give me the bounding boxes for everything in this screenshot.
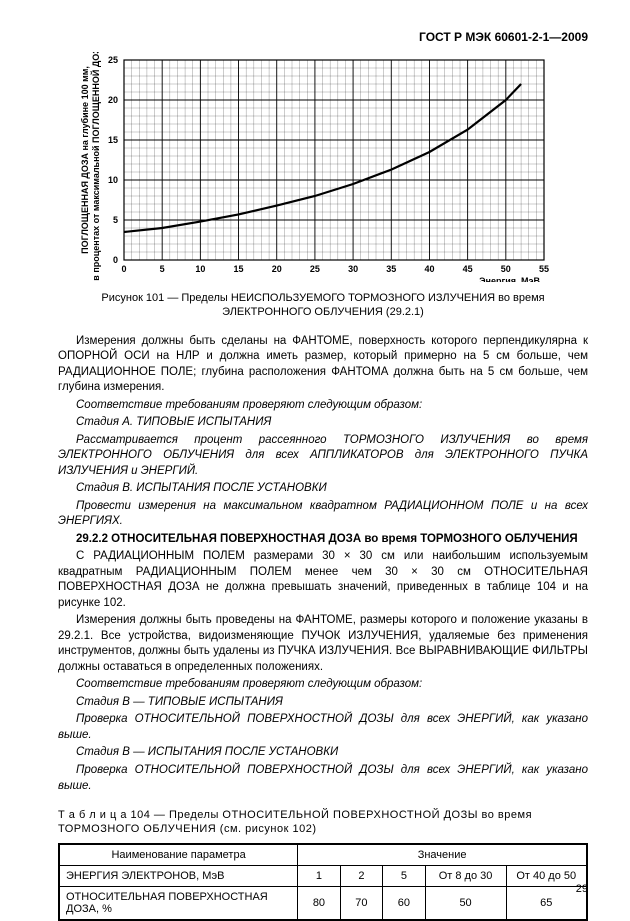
svg-text:25: 25 <box>310 264 320 274</box>
table-header-param: Наименование параметра <box>59 844 298 866</box>
paragraph: С РАДИАЦИОННЫМ ПОЛЕМ размерами 30 × 30 с… <box>58 549 588 611</box>
svg-text:ПОГЛОЩЕННАЯ ДОЗА на глубине 10: ПОГЛОЩЕННАЯ ДОЗА на глубине 100 мм,в про… <box>80 52 101 281</box>
chart-svg: 0 5 10 15 20 25 30 35 40 45 50 55 0 5 10 15 20 25 Энергия,… <box>76 52 556 282</box>
table-row-label: ОТНОСИТЕЛЬНАЯ ПОВЕРХНОСТНАЯ ДОЗА, % <box>59 886 298 920</box>
paragraph: Стадия В. ИСПЫТАНИЯ ПОСЛЕ УСТАНОВКИ <box>58 481 588 497</box>
svg-text:Энергия, МэВ: Энергия, МэВ <box>479 276 540 282</box>
page: ГОСТ Р МЭК 60601-2-1—2009 05101520253035… <box>0 0 630 913</box>
section-title: 29.2.2 ОТНОСИТЕЛЬНАЯ ПОВЕРХНОСТНАЯ ДОЗА … <box>58 532 588 548</box>
svg-text:30: 30 <box>348 264 358 274</box>
svg-text:20: 20 <box>108 95 118 105</box>
figure-caption: Рисунок 101 — Пределы НЕИСПОЛЬЗУЕМОГО ТО… <box>78 291 568 320</box>
table-cell: 80 <box>298 886 340 920</box>
data-table: Наименование параметра Значение ЭНЕРГИЯ … <box>58 843 588 921</box>
svg-text:45: 45 <box>463 264 473 274</box>
standard-header: ГОСТ Р МЭК 60601-2-1—2009 <box>58 30 588 44</box>
svg-text:50: 50 <box>501 264 511 274</box>
svg-text:0: 0 <box>121 264 126 274</box>
svg-text:10: 10 <box>195 264 205 274</box>
svg-text:40: 40 <box>424 264 434 274</box>
paragraph: Измерения должны быть сделаны на ФАНТОМЕ… <box>58 334 588 396</box>
table-row-label: ЭНЕРГИЯ ЭЛЕКТРОНОВ, МэВ <box>59 865 298 886</box>
svg-text:5: 5 <box>160 264 165 274</box>
chart-container: 0 5 10 15 20 25 30 35 40 45 50 55 0 5 10 15 20 25 Энергия,… <box>76 52 588 285</box>
table-header-value: Значение <box>298 844 587 866</box>
paragraph: Соответствие требованиям проверяют следу… <box>58 398 588 414</box>
svg-text:35: 35 <box>386 264 396 274</box>
paragraph: Измерения должны быть проведены на ФАНТО… <box>58 613 588 675</box>
svg-text:5: 5 <box>113 215 118 225</box>
paragraph: Проверка ОТНОСИТЕЛЬНОЙ ПОВЕРХНОСТНОЙ ДОЗ… <box>58 712 588 743</box>
table-cell: 2 <box>340 865 382 886</box>
svg-text:55: 55 <box>539 264 549 274</box>
paragraph: Стадия В — ТИПОВЫЕ ИСПЫТАНИЯ <box>58 695 588 711</box>
table-cell: 1 <box>298 865 340 886</box>
svg-text:15: 15 <box>234 264 244 274</box>
paragraph: Проверка ОТНОСИТЕЛЬНОЙ ПОВЕРХНОСТНОЙ ДОЗ… <box>58 763 588 794</box>
table-cell: 50 <box>425 886 506 920</box>
svg-text:10: 10 <box>108 175 118 185</box>
table-cell: 70 <box>340 886 382 920</box>
page-number: 29 <box>576 883 588 895</box>
body-text: Измерения должны быть сделаны на ФАНТОМЕ… <box>58 334 588 794</box>
table-cell: 60 <box>383 886 425 920</box>
svg-text:25: 25 <box>108 55 118 65</box>
paragraph: Рассматривается процент рассеянного ТОРМ… <box>58 433 588 480</box>
svg-text:0: 0 <box>113 255 118 265</box>
svg-text:20: 20 <box>272 264 282 274</box>
svg-text:15: 15 <box>108 135 118 145</box>
table-cell: 5 <box>383 865 425 886</box>
paragraph: Стадия В — ИСПЫТАНИЯ ПОСЛЕ УСТАНОВКИ <box>58 745 588 761</box>
paragraph: Провести измерения на максимальном квадр… <box>58 499 588 530</box>
paragraph: Соответствие требованиям проверяют следу… <box>58 677 588 693</box>
paragraph: Стадия А. ТИПОВЫЕ ИСПЫТАНИЯ <box>58 415 588 431</box>
table-cell: От 8 до 30 <box>425 865 506 886</box>
table-caption: Т а б л и ц а 104 — Пределы ОТНОСИТЕЛЬНО… <box>58 808 588 837</box>
